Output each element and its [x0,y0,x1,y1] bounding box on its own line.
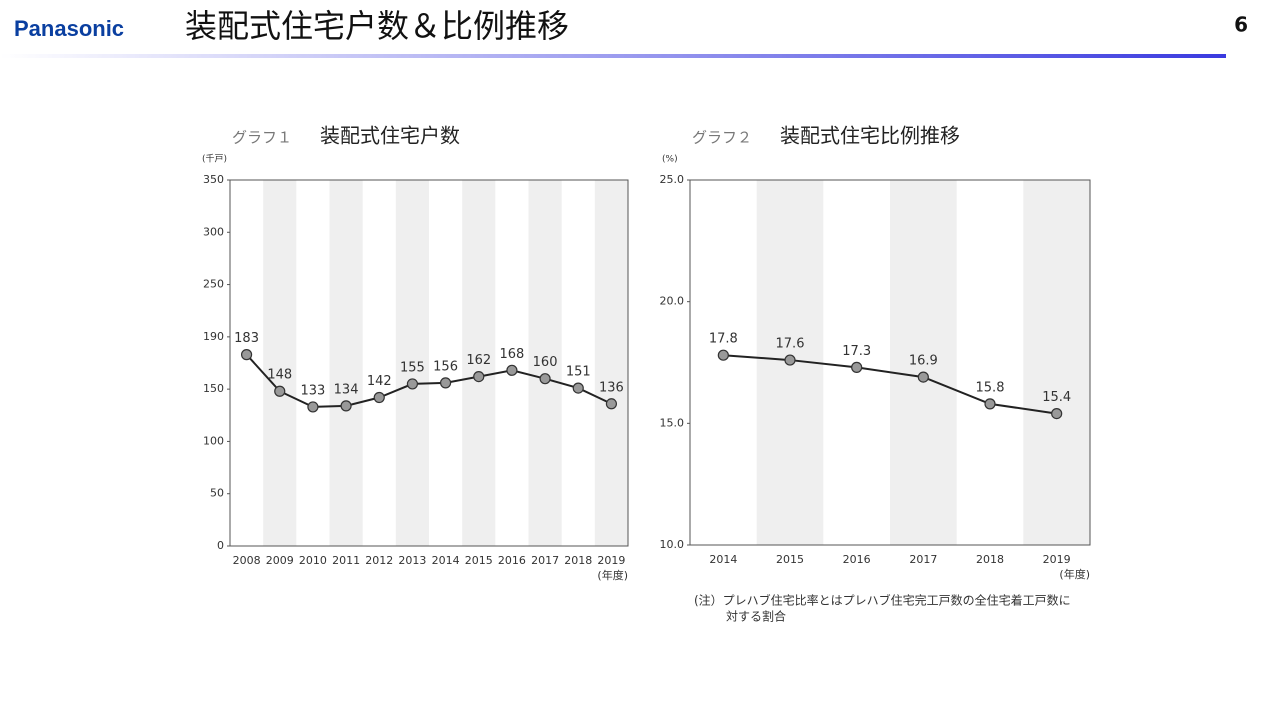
value-label: 17.6 [776,337,805,352]
x-tick-label: 2014 [709,553,737,566]
marker [439,377,452,389]
y-tick-label: 25.0 [660,173,685,186]
x-tick-label: 2018 [976,553,1004,566]
marker [984,398,996,410]
x-tick-label: 2015 [776,553,804,566]
marker [274,385,286,397]
x-tick-label: 2017 [909,553,937,566]
value-label: 142 [367,374,392,389]
y-tick-label: 300 [203,225,224,238]
band [890,180,957,545]
marker [406,378,419,390]
page-number: 6 [1234,13,1248,37]
y-tick-label: 50 [210,487,224,500]
value-label: 151 [566,365,591,380]
value-label: 148 [267,368,292,383]
value-label: 156 [433,359,458,374]
marker [717,349,729,361]
value-label: 17.3 [842,344,871,359]
chart-title: 装配式住宅比例推移 [780,124,960,148]
value-label: 136 [599,380,624,395]
y-tick-label: 10.0 [660,538,685,551]
figure-label: グラフ２ [692,129,752,147]
x-tick-label: 2008 [233,554,261,567]
marker [373,391,385,404]
marker [307,401,319,413]
value-label: 134 [334,382,359,397]
value-label: 162 [466,353,491,368]
y-tick-label: 20.0 [660,295,685,308]
x-tick-label: 2009 [266,554,294,567]
value-label: 16.9 [909,354,938,369]
marker [539,373,551,385]
x-tick-label: 2013 [398,554,426,567]
note: 対する割合 [726,609,786,624]
chart-title: 装配式住宅户数 [320,124,460,148]
x-tick-label: 2012 [365,554,393,567]
band [263,180,297,546]
value-label: 15.4 [1042,390,1071,405]
plot-frame [229,179,629,547]
note: (注）プレハブ住宅比率とはプレハブ住宅完工戸数の全住宅着工戸数に [694,593,1071,608]
value-label: 183 [234,331,259,346]
marker [473,370,485,383]
x-unit: (年度) [1059,567,1090,581]
y-tick-label: 0 [217,539,224,552]
value-label: 15.8 [976,380,1005,395]
x-tick-label: 2014 [432,554,460,567]
value-label: 155 [400,360,425,375]
y-unit: (%) [662,155,678,165]
marker [851,361,863,373]
figure-label: グラフ１ [232,129,292,147]
x-tick-label: 2016 [498,554,526,567]
brand: Panasonic [14,16,124,41]
slide-title: 装配式住宅户数＆比例推移 [185,7,569,45]
marker [340,400,352,412]
y-tick-label: 250 [203,278,224,291]
y-tick-label: 100 [203,434,224,447]
header-rule [0,54,1226,58]
band [1023,180,1090,545]
plot-frame [689,179,1091,546]
x-tick-label: 2011 [332,554,360,567]
x-tick-label: 2017 [531,554,559,567]
marker [917,371,929,383]
y-tick-label: 15.0 [660,416,685,429]
x-tick-label: 2019 [597,554,625,567]
value-label: 17.8 [709,332,738,347]
marker [240,349,253,361]
x-unit: (年度) [597,568,628,582]
x-tick-label: 2016 [843,553,871,566]
value-label: 160 [533,355,558,370]
marker [506,364,518,376]
band [329,180,363,546]
x-tick-label: 2010 [299,554,327,567]
y-tick-label: 150 [203,382,224,395]
band [594,180,628,546]
marker [605,398,618,410]
marker [1051,408,1063,420]
line [723,354,1057,415]
y-tick-label: 350 [203,173,224,186]
line [245,353,612,408]
x-tick-label: 2018 [564,554,592,567]
marker [572,382,584,394]
x-tick-label: 2015 [465,554,493,567]
band [395,180,429,546]
x-tick-label: 2019 [1043,553,1071,566]
y-tick-label: 190 [203,330,224,343]
value-label: 168 [500,347,525,362]
band [528,180,562,546]
marker [784,354,796,366]
band [462,180,496,546]
y-unit: (千戸) [202,154,227,165]
value-label: 133 [301,383,326,398]
